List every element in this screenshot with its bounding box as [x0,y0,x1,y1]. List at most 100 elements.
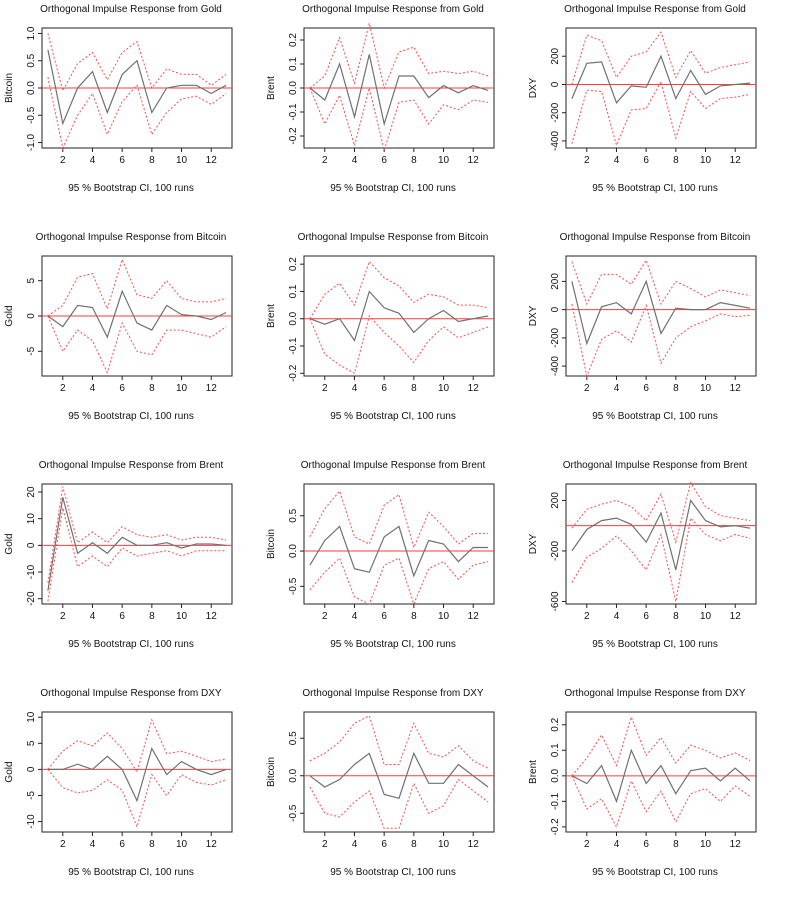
x-tick-label: 12 [468,155,480,166]
y-tick-label: -0.5 [288,577,299,595]
y-tick-label: -200 [550,102,561,122]
y-tick-label: -0.5 [26,106,37,124]
x-tick-label: 6 [119,383,125,394]
x-tick-label: 4 [90,155,96,166]
y-tick-label: -600 [550,591,561,611]
x-axis: 2 4 6 8 10 12 [322,604,479,622]
ci-upper-line [571,259,751,306]
irf-response-line [47,746,227,803]
x-axis: 2 4 6 8 10 12 [584,832,741,850]
plot-frame [303,255,495,377]
y-tick-label: 0.0 [288,544,299,558]
x-tick-label: 12 [206,155,218,166]
irf-response-line [309,751,489,800]
plot-frame [565,483,757,605]
ci-lower-line [309,87,489,153]
x-tick-label: 2 [60,611,66,622]
x-tick-label: 8 [673,611,679,622]
chart-title: Orthogonal Impulse Response from Bitcoin [559,232,751,243]
plot-frame [303,711,495,833]
irf-response-line [571,498,751,571]
y-tick-label: 0.1 [288,57,299,71]
y-tick-label: -0.2 [288,127,299,145]
x-tick-label: 2 [322,383,328,394]
y-tick-label: -0.2 [288,364,299,382]
x-tick-label: 6 [381,839,387,850]
chart-svg: 2 4 6 8 10 12 -600 -200 200 DXY [528,481,757,622]
x-tick-label: 2 [60,383,66,394]
ci-lower-line [47,315,227,374]
y-axis: -10 -5 0 5 10 [26,711,42,829]
irf-panel: Orthogonal Impulse Response from Bitcoin… [524,228,786,448]
irf-response-line [47,49,227,126]
x-axis-label: 95 % Bootstrap CI, 100 runs [68,183,194,194]
y-tick-label: 20 [26,486,37,498]
y-tick-label: 0.1 [288,284,299,298]
y-tick-label: 0.1 [550,743,561,757]
x-tick-label: 10 [176,155,188,166]
ci-lower-line [571,517,751,602]
x-tick-label: 6 [381,383,387,394]
ci-upper-line [47,718,227,774]
chart-title: Orthogonal Impulse Response from DXY [564,688,746,699]
x-tick-label: 8 [411,383,417,394]
y-axis: -0.5 0.0 0.5 [288,508,304,595]
x-tick-label: 6 [119,611,125,622]
x-tick-label: 2 [322,611,328,622]
irf-panel: Orthogonal Impulse Response from Bitcoin… [262,228,524,448]
x-tick-label: 4 [352,383,358,394]
x-tick-label: 4 [614,383,620,394]
irf-panel: Orthogonal Impulse Response from Brent 95… [262,456,524,676]
y-tick-label: -0.5 [288,804,299,822]
x-axis: 2 4 6 8 10 12 [584,604,741,622]
y-tick-label: 0 [26,766,37,772]
ci-lower-line [571,775,751,829]
x-axis-label: 95 % Bootstrap CI, 100 runs [330,411,456,422]
y-axis-label: Gold [4,305,15,326]
ci-upper-line [309,490,489,550]
y-tick-label: -0.1 [288,337,299,355]
x-tick-label: 12 [730,155,742,166]
y-tick-label: -400 [550,356,561,376]
x-tick-label: 4 [352,155,358,166]
irf-response-line [571,54,751,104]
x-tick-label: 12 [730,611,742,622]
chart-svg: 2 4 6 8 10 12 -400 -200 0 200 DXY [528,27,757,166]
chart-title: Orthogonal Impulse Response from Bitcoin [35,232,227,243]
x-tick-label: 8 [411,155,417,166]
y-tick-label: 200 [550,47,561,64]
chart-svg: 2 4 6 8 10 12 -10 -5 0 5 10 Gold [4,711,233,850]
y-tick-label: 0.2 [288,257,299,271]
x-axis-label: 95 % Bootstrap CI, 100 runs [592,639,718,650]
x-tick-label: 4 [352,611,358,622]
chart-title: Orthogonal Impulse Response from Bitcoin [297,232,489,243]
plot-frame [41,483,233,605]
ci-lower-line [571,303,751,378]
plot-frame [565,255,757,377]
x-tick-label: 6 [119,155,125,166]
y-tick-label: -10 [26,564,37,579]
y-tick-label: -0.2 [550,818,561,836]
chart-title: Orthogonal Impulse Response from Brent [300,460,486,471]
x-axis: 2 4 6 8 10 12 [584,148,741,166]
x-tick-label: 10 [176,383,188,394]
x-axis: 2 4 6 8 10 12 [60,148,217,166]
chart-svg: 2 4 6 8 10 12 -0.5 0.0 0.5 Bitcoin [266,483,495,622]
ci-upper-line [47,33,227,93]
y-tick-label: 0.0 [288,768,299,782]
y-tick-label: 0.2 [288,33,299,47]
y-tick-label: 200 [550,273,561,290]
ci-upper-line [47,486,227,583]
x-tick-label: 4 [614,839,620,850]
y-tick-label: 0.5 [288,731,299,745]
x-axis: 2 4 6 8 10 12 [60,832,217,850]
ci-lower-line [47,76,227,150]
y-axis: -600 -200 200 [550,492,566,611]
y-tick-label: 0.0 [26,81,37,95]
x-tick-label: 12 [468,383,480,394]
chart-title: Orthogonal Impulse Response from DXY [302,688,484,699]
x-tick-label: 10 [176,611,188,622]
chart-svg: 2 4 6 8 10 12 -0.5 0.0 0.5 Bitcoin [266,711,495,850]
irf-panel: Orthogonal Impulse Response from Brent 95… [0,456,262,676]
x-tick-label: 8 [411,839,417,850]
